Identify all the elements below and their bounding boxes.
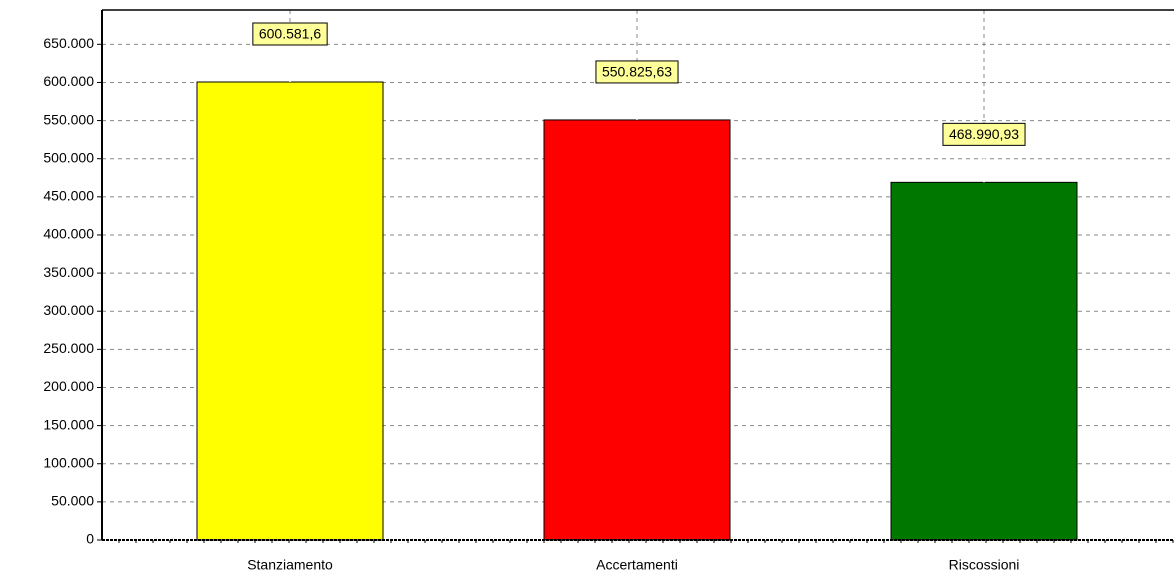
y-tick-label: 300.000 <box>43 302 94 318</box>
y-tick-label: 150.000 <box>43 416 94 432</box>
data-label: 550.825,63 <box>602 64 672 80</box>
y-tick-label: 200.000 <box>43 378 94 394</box>
bar <box>543 119 731 541</box>
bar <box>890 181 1078 541</box>
y-tick-label: 600.000 <box>43 73 94 89</box>
data-label: 468.990,93 <box>949 126 1019 142</box>
y-tick-label: 350.000 <box>43 264 94 280</box>
y-tick-label: 0 <box>86 531 94 547</box>
data-label-box <box>252 22 328 46</box>
data-label-box <box>595 60 679 84</box>
x-tick-label: Accertamenti <box>596 557 678 573</box>
y-tick-label: 250.000 <box>43 340 94 356</box>
y-tick-label: 450.000 <box>43 188 94 204</box>
data-label-box <box>942 122 1026 146</box>
y-tick-label: 100.000 <box>43 454 94 470</box>
y-tick-label: 400.000 <box>43 226 94 242</box>
bar <box>196 81 384 541</box>
y-tick-label: 50.000 <box>51 493 94 509</box>
y-tick-label: 500.000 <box>43 149 94 165</box>
x-tick-label: Riscossioni <box>949 557 1020 573</box>
x-tick-label: Stanziamento <box>247 557 333 573</box>
y-tick-label: 550.000 <box>43 111 94 127</box>
y-tick-label: 650.000 <box>43 35 94 51</box>
data-label: 600.581,6 <box>259 26 321 42</box>
